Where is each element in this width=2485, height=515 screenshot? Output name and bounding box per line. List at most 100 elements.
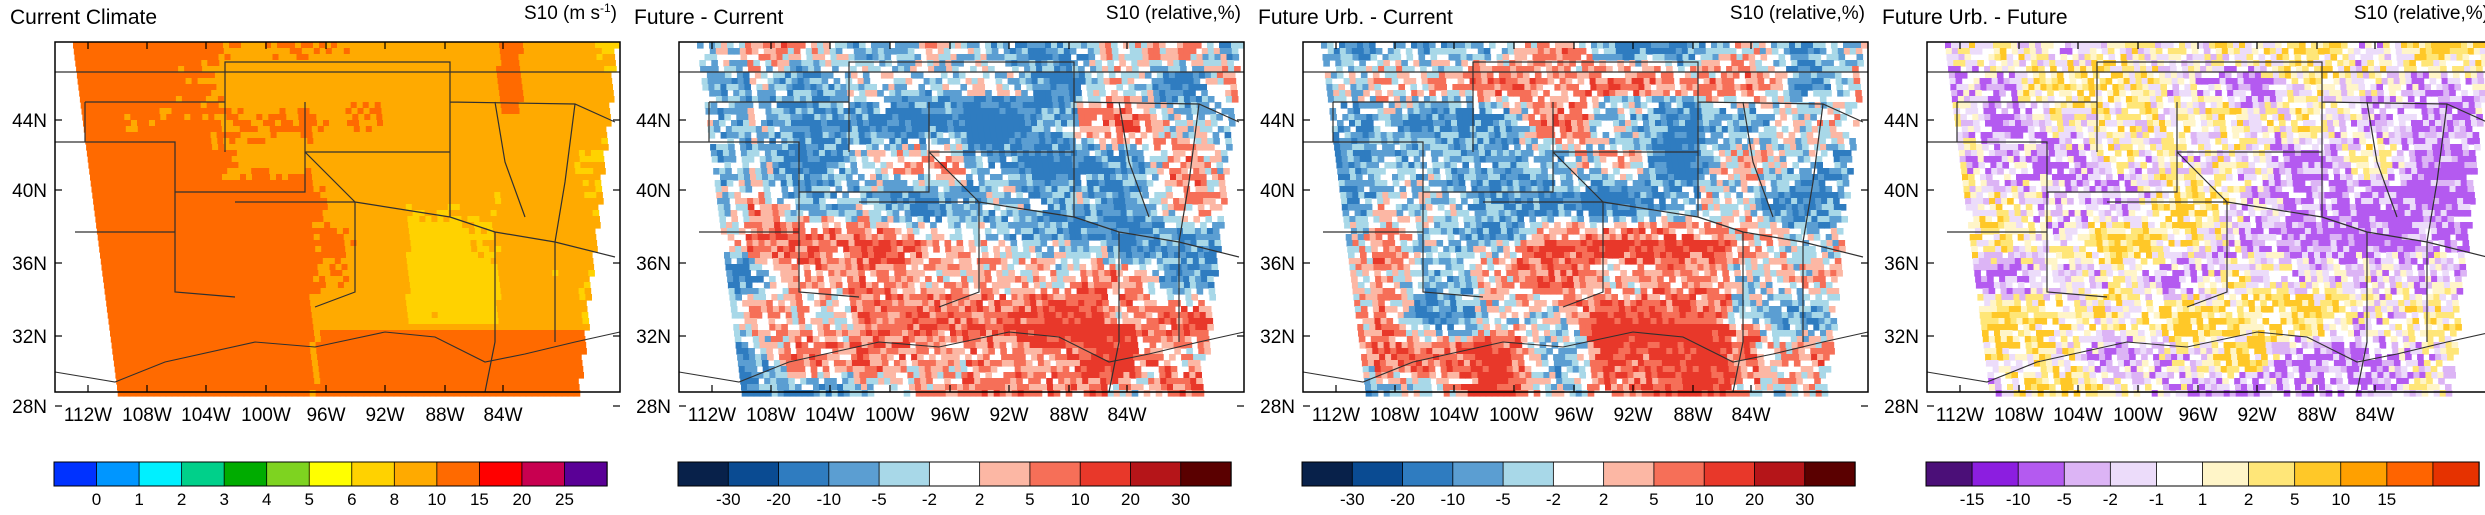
field-cell (599, 120, 606, 127)
field-cell (410, 282, 417, 289)
field-cell (470, 330, 477, 337)
field-cell (393, 384, 400, 391)
field-cell (178, 390, 185, 397)
field-cell (318, 360, 325, 367)
field-cell (580, 162, 587, 169)
field-cell (394, 252, 401, 259)
field-cell (213, 198, 220, 205)
field-cell (135, 60, 142, 67)
field-cell (310, 348, 317, 355)
field-cell (253, 42, 260, 49)
field-cell (204, 222, 211, 229)
field-cell (120, 312, 127, 319)
field-cell (135, 150, 142, 157)
field-cell (353, 210, 360, 217)
field-cell (476, 186, 483, 193)
field-cell (325, 228, 332, 235)
field-cell (570, 312, 577, 319)
field-cell (284, 192, 291, 199)
field-cell (191, 306, 198, 313)
field-cell (418, 108, 425, 115)
field-cell (379, 372, 386, 379)
field-cell (161, 258, 168, 265)
field-cell (317, 120, 324, 127)
field-cell (237, 60, 244, 67)
field-cell (310, 300, 317, 307)
field-cell (183, 246, 190, 253)
field-cell (399, 198, 406, 205)
field-cell (447, 384, 454, 391)
field-cell (342, 78, 349, 85)
field-cell (243, 60, 250, 67)
field-cell (179, 306, 186, 313)
field-cell (549, 150, 556, 157)
field-cell (542, 378, 549, 385)
field-cell (81, 54, 88, 61)
field-cell (460, 390, 467, 397)
field-cell (531, 294, 538, 301)
field-cell (153, 54, 160, 61)
field-cell (379, 138, 386, 145)
field-cell (195, 384, 202, 391)
field-cell (203, 120, 210, 127)
field-cell (227, 210, 234, 217)
field-cell (420, 222, 427, 229)
field-cell (234, 270, 241, 277)
field-cell (357, 102, 364, 109)
field-cell (238, 252, 245, 259)
field-cell (285, 336, 292, 343)
field-cell (150, 78, 157, 85)
field-cell (305, 168, 312, 175)
field-cell (363, 240, 370, 247)
field-cell (276, 270, 283, 277)
field-cell (577, 180, 584, 187)
field-cell (376, 300, 383, 307)
field-cell (541, 276, 548, 283)
field-cell (460, 204, 467, 211)
field-cell (118, 342, 125, 349)
field-cell (506, 186, 513, 193)
field-cell (196, 390, 203, 397)
field-cell (147, 150, 154, 157)
field-cell (267, 198, 274, 205)
field-cell (270, 312, 277, 319)
field-cell (392, 192, 399, 199)
field-cell (322, 348, 329, 355)
field-cell (417, 246, 424, 253)
field-cell (176, 192, 183, 199)
field-cell (84, 84, 91, 91)
field-cell (238, 390, 245, 397)
field-cell (88, 156, 95, 163)
field-cell (364, 252, 371, 259)
field-cell (358, 162, 365, 169)
field-cell (483, 60, 490, 67)
field-cell (314, 378, 321, 385)
field-cell (116, 144, 123, 151)
field-cell (207, 150, 214, 157)
field-cell (294, 126, 301, 133)
field-cell (371, 216, 378, 223)
field-cell (534, 84, 541, 91)
field-cell (131, 216, 138, 223)
field-cell (316, 204, 323, 211)
field-cell (126, 270, 133, 277)
field-cell (472, 300, 479, 307)
field-cell (402, 264, 409, 271)
field-cell (297, 288, 304, 295)
field-cell (305, 72, 312, 79)
field-cell (212, 282, 219, 289)
field-cell (321, 198, 328, 205)
field-cell (449, 354, 456, 361)
field-cell (415, 372, 422, 379)
field-cell (293, 306, 300, 313)
field-cell (470, 48, 477, 55)
field-cell (170, 192, 177, 199)
field-cell (357, 54, 364, 61)
field-cell (274, 204, 281, 211)
field-cell (352, 108, 359, 115)
field-cell (574, 300, 581, 307)
field-cell (326, 282, 333, 289)
field-cell (217, 318, 224, 325)
field-cell (239, 120, 246, 127)
field-cell (333, 240, 340, 247)
